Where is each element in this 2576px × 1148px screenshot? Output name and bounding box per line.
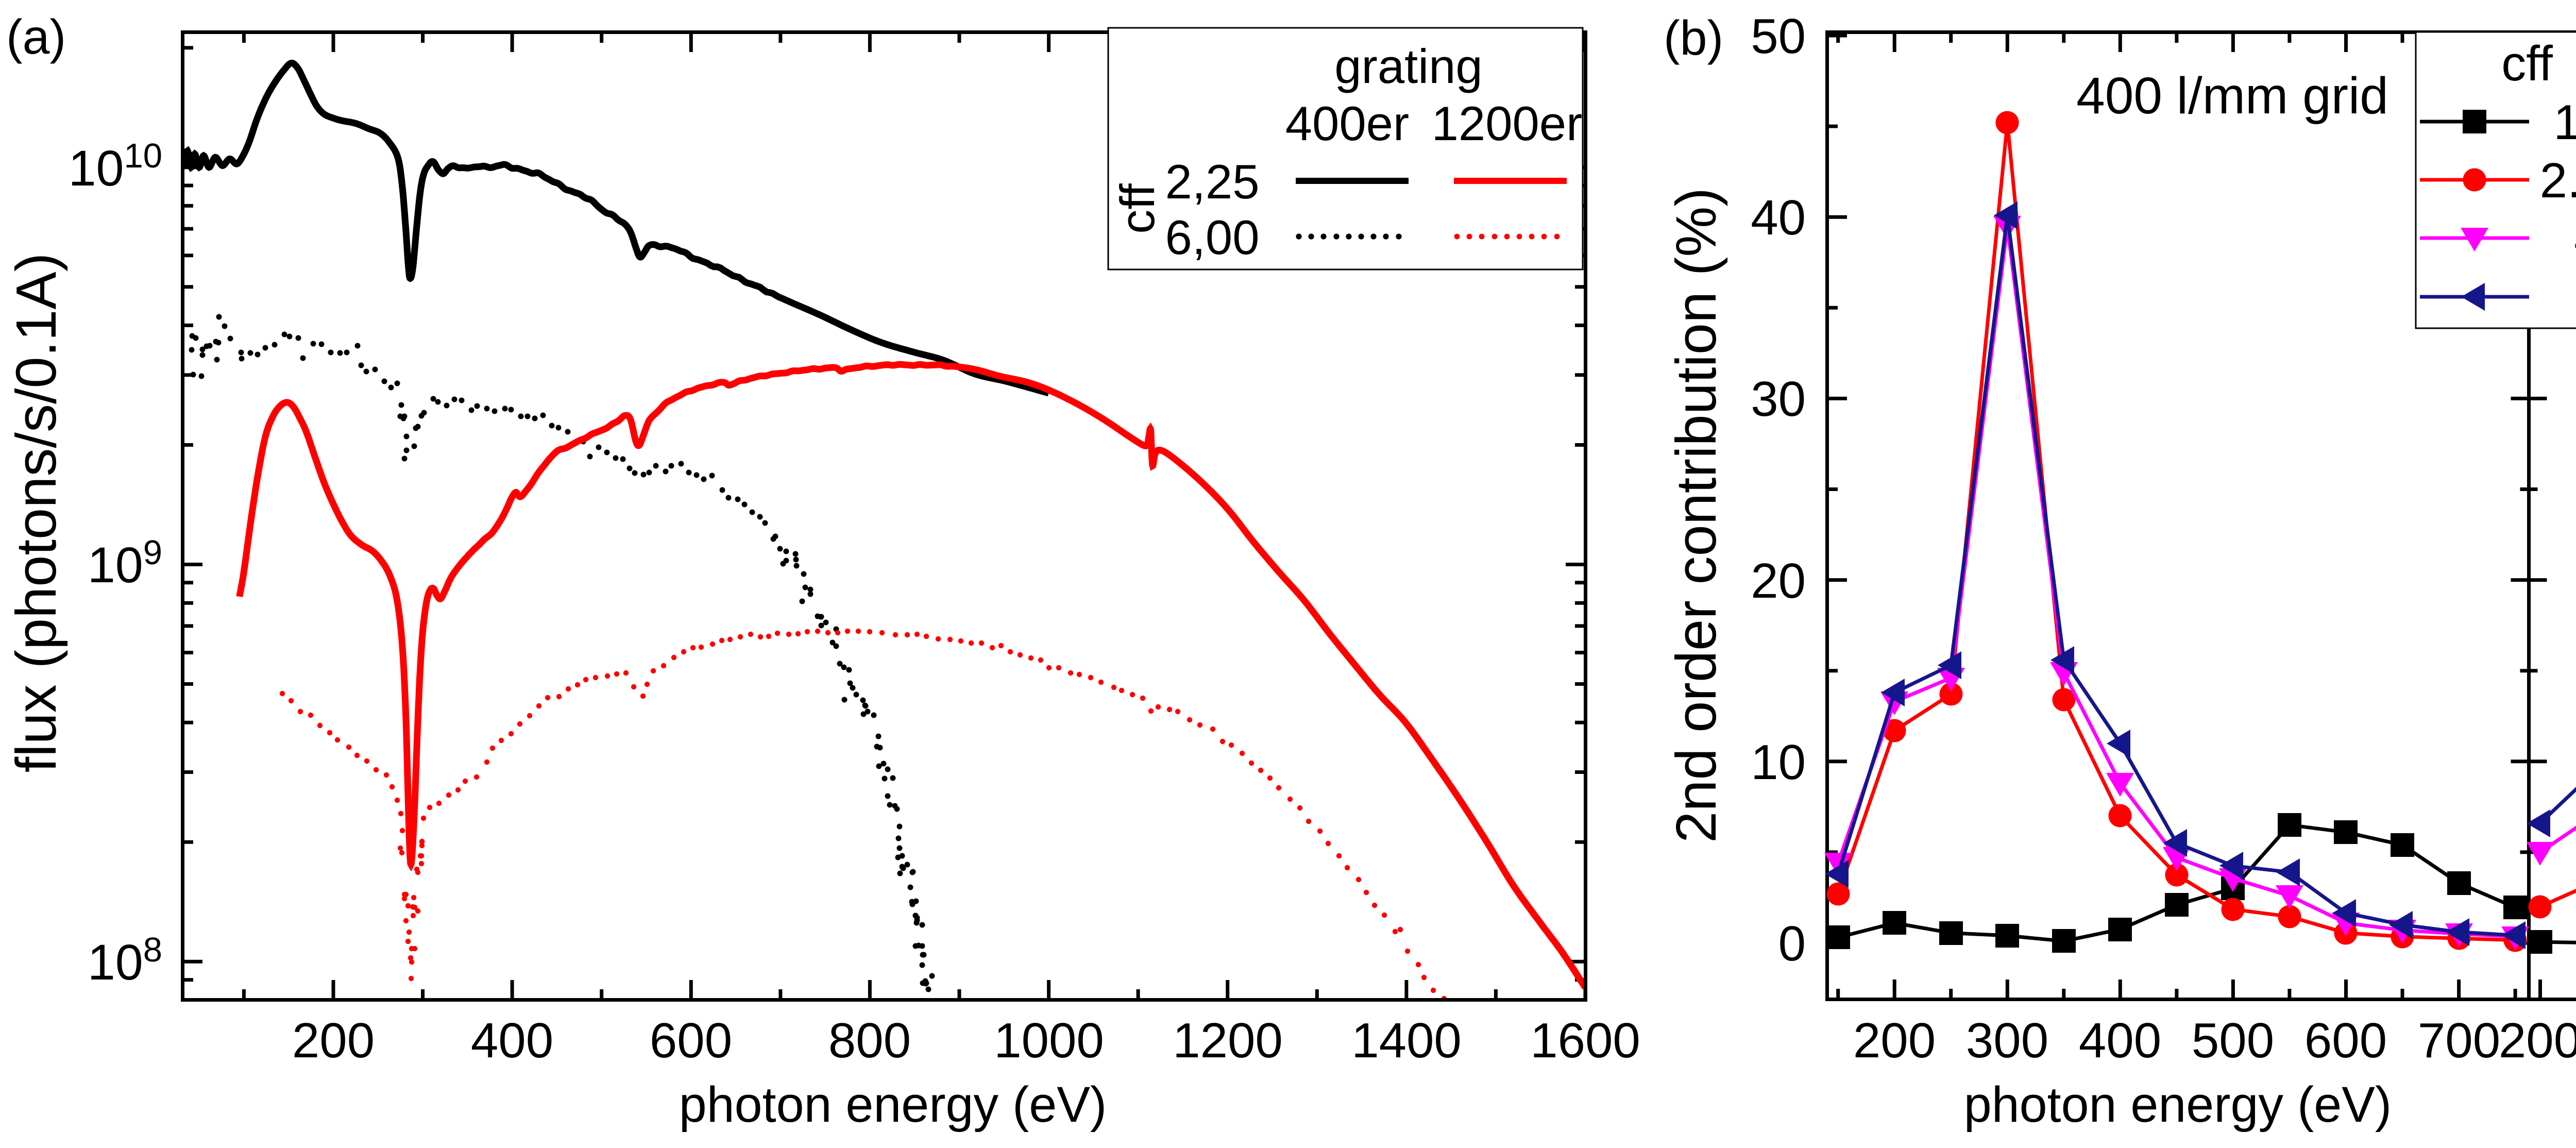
svg-text:grating: grating [1334,39,1482,93]
svg-text:400: 400 [471,1013,553,1068]
svg-text:300: 300 [1966,1013,2048,1068]
svg-text:2nd order contribution (%): 2nd order contribution (%) [1665,188,1728,843]
svg-text:600: 600 [2304,1013,2387,1068]
svg-text:photon energy (eV): photon energy (eV) [1964,1076,2392,1133]
svg-text:(b): (b) [1664,11,1723,65]
svg-text:50: 50 [1751,9,1806,64]
svg-text:2,25: 2,25 [1165,155,1260,209]
svg-text:1600: 1600 [1530,1013,1640,1068]
svg-text:200: 200 [1853,1013,1936,1068]
svg-text:1400: 1400 [1351,1013,1462,1068]
svg-text:1200: 1200 [1173,1013,1283,1068]
svg-text:photon energy (eV): photon energy (eV) [679,1076,1107,1133]
svg-text:6,00: 6,00 [1165,210,1260,264]
svg-text:200: 200 [292,1013,375,1068]
svg-text:400: 400 [2079,1013,2161,1068]
svg-text:700: 700 [2418,1013,2500,1068]
svg-text:400er: 400er [1285,96,1409,150]
svg-text:cff: cff [1110,183,1164,233]
svg-text:(a): (a) [6,10,66,64]
svg-text:20: 20 [1751,553,1806,609]
svg-text:cff: cff [2501,36,2553,91]
svg-text:30: 30 [1751,372,1806,427]
svg-text:flux (photons/s/0.1A): flux (photons/s/0.1A) [5,253,68,773]
svg-text:500: 500 [2192,1013,2274,1068]
svg-text:200: 200 [2499,1013,2576,1068]
svg-text:4: 4 [2574,211,2576,266]
svg-text:6: 6 [2574,270,2576,325]
svg-text:800: 800 [828,1013,911,1068]
svg-text:10: 10 [1751,735,1806,790]
svg-text:600: 600 [650,1013,732,1068]
svg-text:1.5: 1.5 [2553,95,2576,150]
svg-text:400 l/mm grid: 400 l/mm grid [2076,67,2388,125]
svg-text:40: 40 [1751,190,1806,245]
svg-text:1000: 1000 [994,1013,1104,1068]
svg-text:0: 0 [1778,916,1806,971]
svg-text:2.25: 2.25 [2540,153,2576,208]
svg-text:1200er: 1200er [1432,96,1583,150]
